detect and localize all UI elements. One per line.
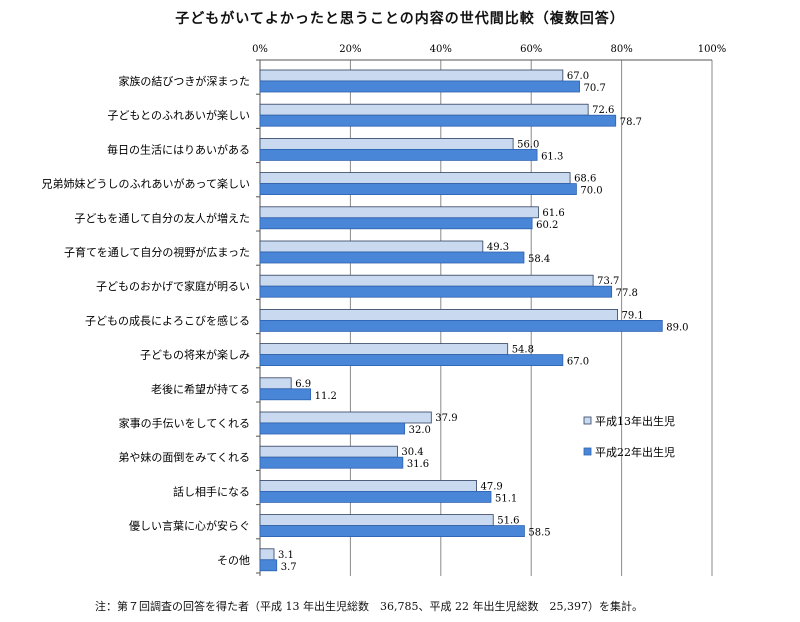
legend-label-series-1: 平成13年出生児 <box>595 414 675 428</box>
bar-series-2 <box>259 80 580 93</box>
category-label: 子どもの成長によろこびを感じる <box>85 314 250 327</box>
x-tick-label: 20% <box>339 44 361 55</box>
category-label: 弟や妹の面倒をみてくれる <box>118 451 250 464</box>
data-label-series-2: 58.4 <box>528 254 550 265</box>
bar-series-2 <box>259 285 613 298</box>
bar-series-2 <box>259 319 663 332</box>
bar-series-2 <box>259 148 538 161</box>
category-label: 子育てを通して自分の視野が広まった <box>64 245 250 259</box>
category-label: 兄弟姉妹どうしのふれあいがあって楽しい <box>42 177 250 191</box>
data-label-series-1: 61.6 <box>542 208 564 219</box>
x-tick-label: 80% <box>610 44 632 55</box>
bar-series-1 <box>259 479 477 492</box>
category-label: 子どもとのふれあいが楽しい <box>107 108 250 122</box>
bar-series-1 <box>259 548 275 561</box>
bar-series-2 <box>259 456 404 469</box>
bar-series-1 <box>259 103 589 116</box>
data-label-series-1: 49.3 <box>487 242 509 253</box>
category-label: 家事の手伝いをしてくれる <box>119 416 250 430</box>
data-label-series-2: 61.3 <box>541 151 563 162</box>
data-label-series-2: 70.7 <box>584 83 606 94</box>
data-label-series-1: 51.6 <box>497 516 519 527</box>
data-label-series-2: 70.0 <box>580 186 602 197</box>
category-label: 毎日の生活にはりあいがある <box>107 142 250 156</box>
data-label-series-2: 32.0 <box>409 425 431 436</box>
data-label-series-1: 72.6 <box>592 105 614 116</box>
category-label: その他 <box>217 554 250 567</box>
data-label-series-2: 11.2 <box>315 391 337 402</box>
data-label-series-1: 56.0 <box>517 139 539 150</box>
data-label-series-1: 30.4 <box>401 447 423 458</box>
bar-series-2 <box>259 559 278 572</box>
category-label: 子どものおかげで家庭が明るい <box>96 279 250 293</box>
data-label-series-2: 58.5 <box>528 528 550 539</box>
bar-series-1 <box>259 308 618 321</box>
bar-series-1 <box>259 445 398 458</box>
bar-series-1 <box>259 69 564 82</box>
chart-title: 子どもがいてよかったと思うことの内容の世代間比較（複数回答） <box>175 11 625 27</box>
data-label-series-2: 78.7 <box>620 117 642 128</box>
footnote: 注：第７回調査の回答を得た者（平成 13 年出生児総数 36,785、平成 22… <box>95 600 643 613</box>
data-label-series-2: 89.0 <box>666 322 688 333</box>
x-tick-label: 0% <box>252 44 268 55</box>
data-label-series-2: 77.8 <box>616 288 638 299</box>
data-label-series-1: 47.9 <box>481 481 503 492</box>
bar-series-2 <box>259 217 533 230</box>
category-label: 家族の結びつきが深まった <box>118 74 250 88</box>
category-label: 子どもの将来が楽しみ <box>140 348 250 362</box>
bar-series-2 <box>259 388 312 401</box>
bar-series-2 <box>259 490 492 503</box>
bar-series-2 <box>259 251 525 264</box>
bar-series-1 <box>259 172 571 185</box>
data-label-series-2: 60.2 <box>536 220 558 231</box>
category-label: 話し相手になる <box>173 484 250 498</box>
data-label-series-1: 6.9 <box>295 379 311 390</box>
bar-series-2 <box>259 422 406 435</box>
bar-series-2 <box>259 114 617 127</box>
data-label-series-2: 3.7 <box>281 562 297 573</box>
legend-swatch-series-2 <box>583 447 592 456</box>
data-label-series-1: 68.6 <box>574 174 596 185</box>
x-tick-label: 40% <box>430 44 452 55</box>
data-label-series-2: 51.1 <box>495 493 517 504</box>
category-label: 優しい言葉に心が安らぐ <box>129 519 250 533</box>
data-label-series-2: 67.0 <box>567 357 589 368</box>
data-label-series-1: 37.9 <box>435 413 457 424</box>
bar-series-1 <box>259 343 509 356</box>
category-label: 老後に希望が持てる <box>151 382 250 396</box>
legend-swatch-series-1 <box>583 416 592 425</box>
data-label-series-1: 54.8 <box>512 345 534 356</box>
bar-series-1 <box>259 137 514 150</box>
category-label: 子どもを通して自分の友人が増えた <box>74 211 250 225</box>
bar-series-1 <box>259 206 539 219</box>
data-label-series-1: 73.7 <box>597 276 619 287</box>
data-label-series-2: 31.6 <box>407 459 429 470</box>
bar-series-1 <box>259 274 594 287</box>
x-tick-label: 60% <box>520 44 542 55</box>
data-label-series-1: 67.0 <box>567 71 589 82</box>
legend-label-series-2: 平成22年出生児 <box>595 445 675 459</box>
data-label-series-1: 3.1 <box>278 550 294 561</box>
bar-series-2 <box>259 183 577 196</box>
bar-series-1 <box>259 514 494 526</box>
x-tick-label: 100% <box>698 44 727 55</box>
bar-series-2 <box>259 525 525 537</box>
data-label-series-1: 79.1 <box>622 310 644 321</box>
bar-series-2 <box>259 354 564 367</box>
bar-series-1 <box>259 411 432 424</box>
bar-series-1 <box>259 240 484 253</box>
bar-series-1 <box>259 377 292 390</box>
